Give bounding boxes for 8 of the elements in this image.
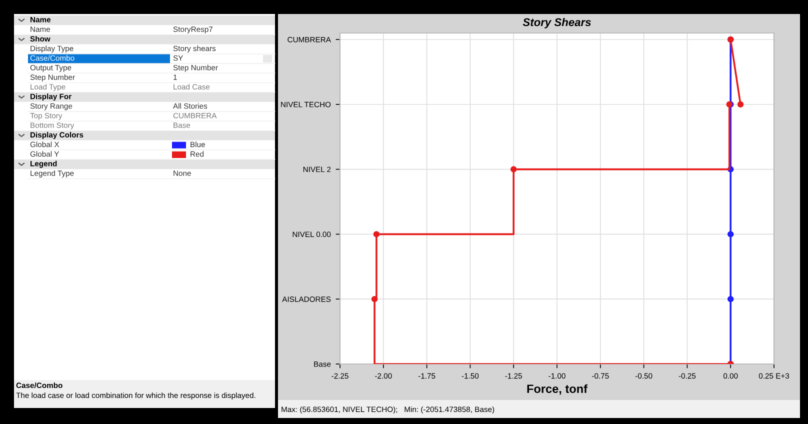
point bbox=[371, 296, 378, 302]
point bbox=[373, 231, 380, 238]
point bbox=[727, 231, 734, 238]
point bbox=[737, 101, 744, 108]
point bbox=[727, 296, 734, 302]
chart-title: Story Shears bbox=[522, 18, 591, 28]
x-axis-title: Force, tonf bbox=[527, 384, 588, 395]
point bbox=[510, 166, 517, 172]
